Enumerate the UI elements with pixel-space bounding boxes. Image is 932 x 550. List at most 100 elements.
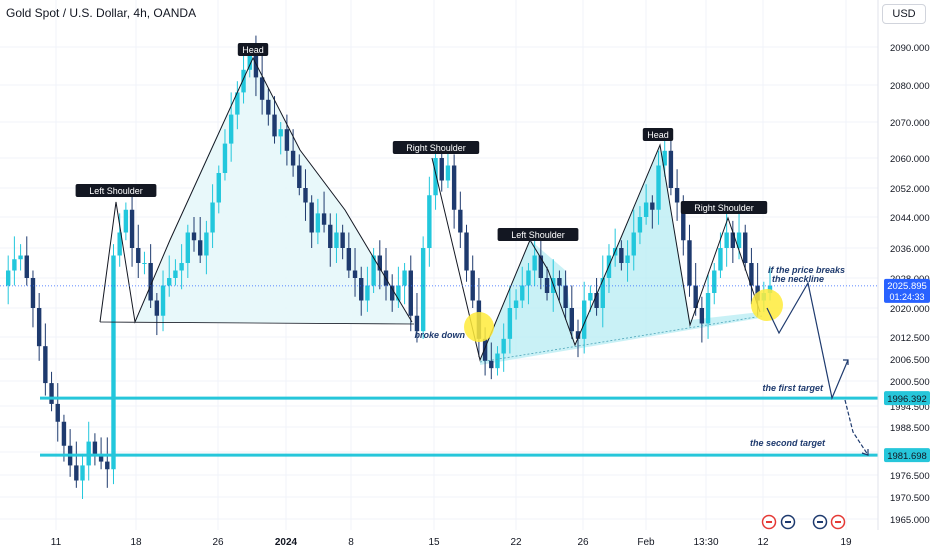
time-tick: 22 xyxy=(510,537,522,548)
candle-body xyxy=(167,278,172,286)
candle-body xyxy=(569,308,575,332)
candle-body xyxy=(86,441,91,466)
time-tick: 15 xyxy=(428,537,440,548)
candles xyxy=(5,35,773,499)
candle-body xyxy=(693,285,698,308)
price-tick: 2070.000 xyxy=(890,118,930,129)
candle-body xyxy=(371,255,376,286)
candle-body xyxy=(389,285,395,301)
candle-body xyxy=(105,461,110,470)
candle-body xyxy=(433,158,438,196)
pattern-lines xyxy=(99,56,763,363)
candle-body xyxy=(396,285,401,301)
current-price-countdown: 01:24:33 xyxy=(889,292,924,302)
candle-body xyxy=(259,77,265,100)
candle-body xyxy=(451,165,457,210)
breaks-annotation-line2: the neckline xyxy=(772,274,824,284)
pattern-label: Left Shoulder xyxy=(511,230,565,240)
candle-body xyxy=(297,165,302,188)
breaks-annotation-line1: if the price breaks xyxy=(768,265,845,275)
candle-body xyxy=(222,143,228,173)
candle-body xyxy=(458,209,463,233)
time-tick: 2024 xyxy=(275,537,298,548)
price-tick: 2044.000 xyxy=(890,213,930,224)
price-tick: 1976.500 xyxy=(890,471,930,482)
candle-body xyxy=(98,453,104,462)
candle-body xyxy=(588,293,593,301)
candle-body xyxy=(532,255,537,271)
time-axis[interactable]: 11 18 26 2024 8 15 22 26 Feb 13:30 12 19 xyxy=(51,537,852,548)
candle-body xyxy=(359,278,364,301)
candle-body xyxy=(674,188,680,203)
price-tick: 1994.500 xyxy=(890,402,930,413)
candle-body xyxy=(557,278,562,286)
candle-body xyxy=(619,248,624,263)
price-axis[interactable]: 2090.000 2080.000 2070.000 2060.000 2052.000… xyxy=(877,0,930,530)
currency-button[interactable]: USD xyxy=(882,4,926,24)
candle-body xyxy=(736,232,742,248)
candle-body xyxy=(482,338,488,361)
candle-body xyxy=(290,150,296,166)
candle-body xyxy=(117,232,122,256)
target-price-label-bg xyxy=(884,448,930,463)
candle-body xyxy=(600,278,605,308)
left-pattern-fill xyxy=(100,58,414,324)
pattern-label: Head xyxy=(242,45,264,55)
candle-body xyxy=(470,270,475,301)
candle-body xyxy=(266,99,271,115)
pattern-label-bg xyxy=(642,128,674,141)
candle-body xyxy=(730,232,736,248)
price-tick: 2036.000 xyxy=(890,244,930,255)
pattern-label-bg xyxy=(392,141,480,154)
candle-body xyxy=(420,248,426,332)
candle-body xyxy=(656,165,661,210)
pattern-label: Head xyxy=(647,130,669,140)
grid xyxy=(0,0,878,530)
chart-title: Gold Spot / U.S. Dollar, 4h, OANDA xyxy=(6,6,197,20)
candle-body xyxy=(197,240,203,256)
candle-body xyxy=(643,202,649,217)
candle-body xyxy=(724,232,729,248)
candle-body xyxy=(204,232,209,256)
candle-body xyxy=(705,293,711,324)
candle-body xyxy=(538,255,544,278)
candle-body xyxy=(74,465,79,481)
candle-body xyxy=(43,346,48,384)
price-tick: 2000.500 xyxy=(890,377,930,388)
candle-body xyxy=(650,202,655,210)
candle-body xyxy=(36,308,42,347)
candle-body xyxy=(210,202,215,233)
candle-body xyxy=(228,114,234,144)
candle-body xyxy=(377,255,383,271)
broke-down-highlight xyxy=(464,312,494,342)
candle-body xyxy=(445,165,451,181)
pattern-label: Right Shoulder xyxy=(694,203,754,213)
candle-body xyxy=(346,248,352,271)
pattern-label: Left Shoulder xyxy=(89,186,143,196)
right-hs-outline xyxy=(431,143,761,362)
annotations: Left Shoulder Head Right Shoulder Left Shou… xyxy=(75,43,869,456)
candle-body xyxy=(563,285,568,308)
left-hs-outline xyxy=(99,56,413,324)
candle-body xyxy=(12,259,17,271)
candle-body xyxy=(427,195,432,248)
target-price-label-bg xyxy=(884,391,930,406)
target-price-label: 1996.392 xyxy=(887,394,927,405)
candle-body xyxy=(464,232,469,271)
pattern-label-bg xyxy=(680,201,768,214)
left-neckline xyxy=(99,321,415,325)
candle-body xyxy=(321,213,327,225)
candle-body xyxy=(581,300,587,339)
candle-body xyxy=(501,338,506,354)
candle-body xyxy=(191,232,197,241)
current-price-value: 2025.895 xyxy=(887,281,927,292)
candle-body xyxy=(185,232,191,263)
candle-body xyxy=(507,308,513,339)
candle-body xyxy=(334,232,339,248)
candle-body xyxy=(637,217,643,233)
candle-body xyxy=(5,270,11,286)
candle-body xyxy=(129,209,135,248)
candle-body xyxy=(123,209,129,233)
candle-body xyxy=(160,285,166,316)
